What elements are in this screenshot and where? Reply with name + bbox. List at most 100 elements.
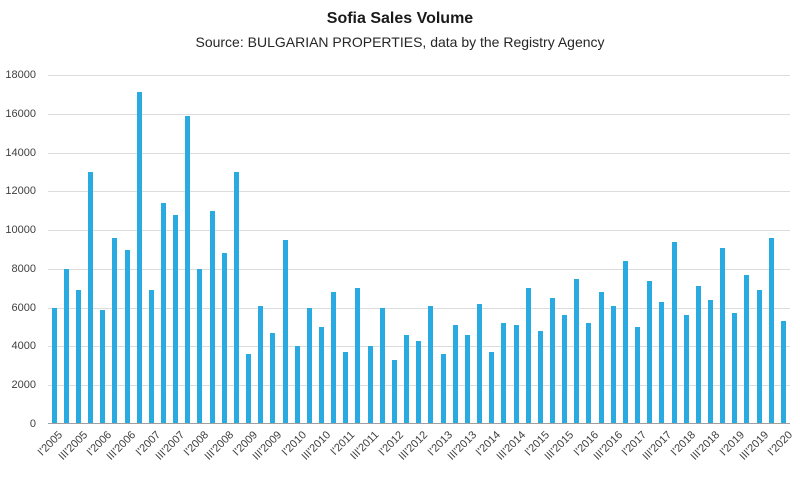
bar-III'2009 bbox=[270, 332, 276, 424]
bar-slot bbox=[84, 75, 96, 424]
bar-I'2016 bbox=[586, 323, 592, 424]
bar-III'2012 bbox=[416, 340, 422, 424]
x-axis-line bbox=[48, 423, 790, 424]
bar-II'2017 bbox=[647, 280, 653, 424]
bar-slot bbox=[461, 75, 473, 424]
gridline bbox=[48, 307, 790, 309]
bar-slot bbox=[401, 75, 413, 424]
bar-slot bbox=[741, 75, 753, 424]
bar-II'2016 bbox=[598, 292, 604, 424]
bar-slot bbox=[692, 75, 704, 424]
bar-slot bbox=[413, 75, 425, 424]
bar-I'2005 bbox=[51, 307, 57, 424]
bar-slot bbox=[291, 75, 303, 424]
bar-I'2019 bbox=[732, 313, 738, 424]
bar-II'2013 bbox=[452, 325, 458, 424]
bar-III'2018 bbox=[708, 299, 714, 424]
bar-slot bbox=[194, 75, 206, 424]
bar-I'2011 bbox=[343, 352, 349, 424]
bar-I'2007 bbox=[148, 290, 154, 424]
bar-slot bbox=[97, 75, 109, 424]
bar-slot bbox=[571, 75, 583, 424]
bar-II'2007 bbox=[160, 202, 166, 424]
chart-subtitle: Source: BULGARIAN PROPERTIES, data by th… bbox=[195, 34, 605, 50]
chart-title: Sofia Sales Volume bbox=[326, 10, 474, 27]
bar-III'2013 bbox=[464, 334, 470, 424]
y-axis-label: 10000 bbox=[5, 224, 36, 237]
bar-slot bbox=[753, 75, 765, 424]
bar-slot bbox=[704, 75, 716, 424]
bar-III'2016 bbox=[610, 305, 616, 424]
bar-slot bbox=[157, 75, 169, 424]
bar-slot bbox=[680, 75, 692, 424]
bar-I'2020 bbox=[780, 321, 786, 424]
bar-II'2009 bbox=[258, 305, 264, 424]
bar-slot bbox=[510, 75, 522, 424]
y-axis-labels: 0 2000 4000 6000 8000 10000 12000 14000 16000 180… bbox=[0, 69, 42, 430]
bar-slot bbox=[352, 75, 364, 424]
bar-II'2014 bbox=[501, 323, 507, 424]
bar-slot bbox=[717, 75, 729, 424]
bar-slot bbox=[303, 75, 315, 424]
bar-IV'2016 bbox=[622, 261, 628, 424]
bar-slot bbox=[559, 75, 571, 424]
bar-I'2008 bbox=[197, 268, 203, 424]
bar-II'2006 bbox=[112, 237, 118, 424]
gridline bbox=[48, 113, 790, 115]
bar-slot bbox=[376, 75, 388, 424]
bar-IV'2014 bbox=[525, 288, 531, 424]
y-axis-label: 2000 bbox=[11, 379, 36, 392]
bar-slot bbox=[473, 75, 485, 424]
bar-III'2008 bbox=[221, 253, 227, 424]
bar-slot bbox=[255, 75, 267, 424]
bar-I'2010 bbox=[294, 346, 300, 424]
y-axis-label: 0 bbox=[29, 418, 36, 430]
bar-IV'2018 bbox=[720, 247, 726, 424]
bar-slot bbox=[449, 75, 461, 424]
bar-I'2009 bbox=[246, 354, 252, 424]
gridline bbox=[48, 268, 790, 270]
bar-IV'2012 bbox=[428, 305, 434, 424]
y-axis-label: 6000 bbox=[11, 301, 36, 314]
bar-slot bbox=[607, 75, 619, 424]
bar-slot bbox=[170, 75, 182, 424]
gridline bbox=[48, 152, 790, 154]
bar-II'2008 bbox=[209, 210, 215, 424]
gridline bbox=[48, 75, 790, 76]
bar-IV'2009 bbox=[282, 239, 288, 424]
bar-III'2019 bbox=[756, 290, 762, 424]
x-axis-labels: I'2005 III'2005 I'2006 III'2006 I'2007 III'20… bbox=[36, 424, 795, 479]
bar-slot bbox=[48, 75, 60, 424]
bar-slot bbox=[109, 75, 121, 424]
bar-slot bbox=[729, 75, 741, 424]
bar-IV'2019 bbox=[768, 237, 774, 424]
bar-II'2012 bbox=[404, 334, 410, 424]
bar-II'2019 bbox=[744, 274, 750, 424]
bar-slot bbox=[267, 75, 279, 424]
bar-slot bbox=[534, 75, 546, 424]
bar-slot bbox=[522, 75, 534, 424]
bar-I'2006 bbox=[100, 309, 106, 424]
gridline bbox=[48, 230, 790, 232]
bar-slot bbox=[546, 75, 558, 424]
x-axis-label: I'2020 bbox=[765, 429, 796, 459]
bar-IV'2006 bbox=[136, 92, 142, 424]
bar-slot bbox=[133, 75, 145, 424]
bar-I'2018 bbox=[683, 315, 689, 424]
bar-slot bbox=[121, 75, 133, 424]
bar-slot bbox=[619, 75, 631, 424]
bar-IV'2008 bbox=[233, 171, 239, 424]
bar-III'2010 bbox=[319, 327, 325, 424]
bar-slot bbox=[644, 75, 656, 424]
bar-slot bbox=[583, 75, 595, 424]
bar-III'2014 bbox=[513, 325, 519, 424]
bar-slot bbox=[437, 75, 449, 424]
gridline bbox=[48, 191, 790, 193]
bar-II'2015 bbox=[549, 297, 555, 424]
bar-slot bbox=[230, 75, 242, 424]
bar-I'2014 bbox=[489, 352, 495, 424]
bar-slot bbox=[328, 75, 340, 424]
bar-IV'2010 bbox=[331, 292, 337, 424]
bar-II'2005 bbox=[63, 268, 69, 424]
